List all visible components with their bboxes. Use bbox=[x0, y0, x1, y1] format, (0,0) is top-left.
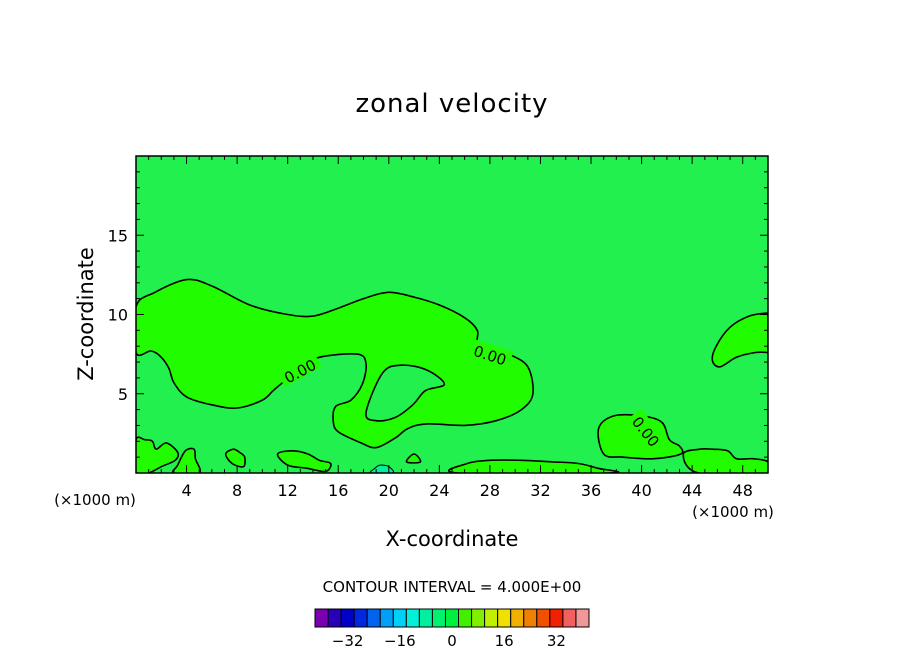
colorbar-swatch bbox=[327, 608, 342, 628]
x-tick-label: 48 bbox=[733, 481, 753, 500]
colorbar-tick-label: 32 bbox=[547, 632, 566, 650]
colorbar-swatch bbox=[431, 608, 446, 628]
contour-plot-area: 0.000.000.00 bbox=[136, 156, 768, 473]
x-tick-label: 12 bbox=[278, 481, 298, 500]
contour-interval-text: CONTOUR INTERVAL = 4.000E+00 bbox=[323, 578, 582, 596]
colorbar-tick-label: −32 bbox=[332, 632, 364, 650]
y-tick-label: 15 bbox=[108, 226, 128, 245]
x-tick-label: 20 bbox=[379, 481, 399, 500]
colorbar-swatch bbox=[458, 608, 473, 628]
x-tick-label: 24 bbox=[429, 481, 449, 500]
x-tick-label: 44 bbox=[682, 481, 702, 500]
positive-ground-patch bbox=[405, 453, 422, 464]
y-tick-label: 5 bbox=[118, 385, 128, 404]
colorbar-tick-label: −16 bbox=[384, 632, 416, 650]
colorbar-swatch bbox=[405, 608, 420, 628]
x-axis-unit-right: (×1000 m) bbox=[692, 503, 774, 521]
positive-ground-patch bbox=[171, 447, 202, 473]
x-tick-label: 32 bbox=[530, 481, 550, 500]
colorbar-tick-label: 16 bbox=[495, 632, 514, 650]
x-tick-label: 8 bbox=[232, 481, 242, 500]
colorbar: −32 −16 0 16 32 bbox=[314, 608, 590, 650]
y-axis-label: Z-coordinate bbox=[74, 247, 98, 381]
positive-zone-lower bbox=[597, 413, 684, 460]
x-tick-label: 40 bbox=[631, 481, 651, 500]
colorbar-swatch bbox=[353, 608, 368, 628]
colorbar-swatch bbox=[418, 608, 433, 628]
colorbar-swatch bbox=[484, 608, 499, 628]
colorbar-swatch bbox=[497, 608, 512, 628]
colorbar-swatch bbox=[366, 608, 381, 628]
positive-ground-patch bbox=[276, 450, 332, 473]
x-axis-unit-left: (×1000 m) bbox=[54, 491, 136, 509]
colorbar-swatch bbox=[471, 608, 486, 628]
positive-zone-right bbox=[711, 312, 768, 368]
colorbar-swatch bbox=[536, 608, 551, 628]
y-tick-label: 10 bbox=[108, 306, 128, 325]
positive-ground-patch bbox=[682, 447, 768, 473]
positive-ground-patch bbox=[224, 448, 246, 468]
chart-title: zonal velocity bbox=[355, 89, 548, 119]
positive-ground-patch bbox=[448, 459, 620, 473]
colorbar-swatch bbox=[562, 608, 577, 628]
colorbar-swatch bbox=[314, 608, 329, 628]
x-axis-label: X-coordinate bbox=[386, 527, 519, 551]
negative-pocket bbox=[365, 364, 446, 422]
x-tick-label: 4 bbox=[181, 481, 191, 500]
colorbar-swatch bbox=[549, 608, 564, 628]
x-tick-label: 28 bbox=[480, 481, 500, 500]
colorbar-tick-label: 0 bbox=[447, 632, 457, 650]
colorbar-swatch bbox=[575, 608, 590, 628]
colorbar-swatch bbox=[523, 608, 538, 628]
colorbar-swatch bbox=[444, 608, 460, 628]
x-tick-label: 36 bbox=[581, 481, 601, 500]
colorbar-swatch bbox=[340, 608, 355, 628]
colorbar-swatch bbox=[392, 608, 407, 628]
positive-zone-upper bbox=[136, 278, 534, 449]
colorbar-swatch bbox=[510, 608, 525, 628]
positive-ground-patch bbox=[136, 436, 180, 473]
colorbar-swatch bbox=[379, 608, 394, 628]
x-tick-label: 16 bbox=[328, 481, 348, 500]
